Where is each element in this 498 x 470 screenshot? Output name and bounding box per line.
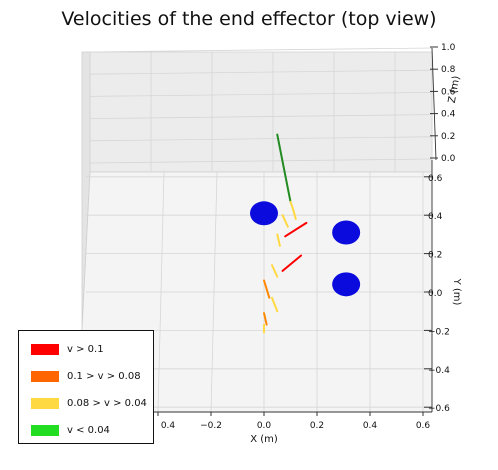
grid-line	[89, 47, 433, 53]
data-marks	[250, 133, 361, 334]
y-tick-label: 0.0	[428, 289, 443, 299]
x-tick-label: 0.6	[416, 421, 431, 431]
legend-label: v < 0.04	[67, 424, 110, 436]
velocity-segment	[284, 221, 308, 238]
tick-labels: 0.4 −0.2 0.0 0.2 0.4 0.6 0.6 0.4 0.2 0.0 −0.2 −0.4 −…	[157, 43, 456, 431]
legend-label: v > 0.1	[67, 343, 104, 355]
x-tick-label: 0.4	[161, 421, 176, 431]
legend-item: 0.08 > v > 0.04	[31, 396, 147, 410]
x-tick-label: 0.2	[310, 421, 324, 431]
z-tick-label: 0.6	[441, 87, 456, 97]
velocity-segment	[263, 312, 268, 326]
velocity-segment	[281, 214, 289, 228]
grid-line	[89, 92, 433, 97]
x-axis-label: X (m)	[250, 434, 278, 445]
y-tick-label: −0.4	[428, 366, 450, 376]
legend-swatch	[31, 424, 59, 436]
y-tick-label: 0.6	[428, 174, 443, 184]
legend-swatch	[31, 397, 59, 409]
x-tick-label: −0.2	[200, 421, 222, 431]
z-tick-label: 1.0	[441, 43, 456, 53]
grid-line	[89, 136, 433, 142]
obstacle-marker	[332, 220, 361, 245]
velocity-segment	[281, 254, 303, 272]
velocity-segment	[270, 264, 279, 278]
velocity-segment	[292, 208, 297, 221]
z-tick-label: 0.0	[441, 154, 456, 164]
legend-label: 0.1 > v > 0.08	[67, 370, 141, 382]
obstacle-marker	[332, 272, 361, 297]
legend: v > 0.1 0.1 > v > 0.08 0.08 > v > 0.04 v…	[18, 330, 154, 444]
y-tick-label: −0.2	[428, 327, 450, 337]
velocity-segment	[270, 296, 279, 313]
legend-label: 0.08 > v > 0.04	[67, 397, 147, 409]
velocity-segment	[276, 233, 281, 247]
grid-line	[89, 69, 433, 75]
y-tick-label: 0.4	[428, 212, 443, 222]
obstacle-marker	[250, 201, 278, 226]
legend-item: 0.1 > v > 0.08	[31, 369, 141, 383]
y-tick-label: −0.6	[428, 404, 450, 414]
legend-swatch	[31, 370, 59, 382]
grid-line	[89, 114, 433, 119]
velocity-segment	[289, 200, 295, 211]
grid-lines	[82, 47, 433, 413]
velocity-segment	[276, 133, 292, 203]
y-axis-label: Y (m)	[451, 278, 462, 306]
legend-swatch	[31, 343, 59, 355]
legend-item: v > 0.1	[31, 342, 104, 356]
legend-item: v < 0.04	[31, 423, 110, 437]
back-wall-pane	[89, 51, 433, 173]
y-tick-label: 0.2	[428, 251, 442, 261]
grid-line	[89, 158, 433, 164]
z-axis-line	[431, 47, 437, 161]
z-tick-label: 0.2	[441, 132, 455, 142]
x-tick-label: 0.0	[257, 421, 272, 431]
velocity-segment	[263, 279, 271, 299]
z-tick-label: 0.8	[441, 65, 456, 75]
chart-title: Velocities of the end effector (top view…	[61, 8, 437, 30]
z-axis-label: Z (m)	[447, 75, 463, 104]
z-tick-label: 0.4	[441, 110, 456, 120]
x-tick-label: 0.4	[363, 421, 378, 431]
